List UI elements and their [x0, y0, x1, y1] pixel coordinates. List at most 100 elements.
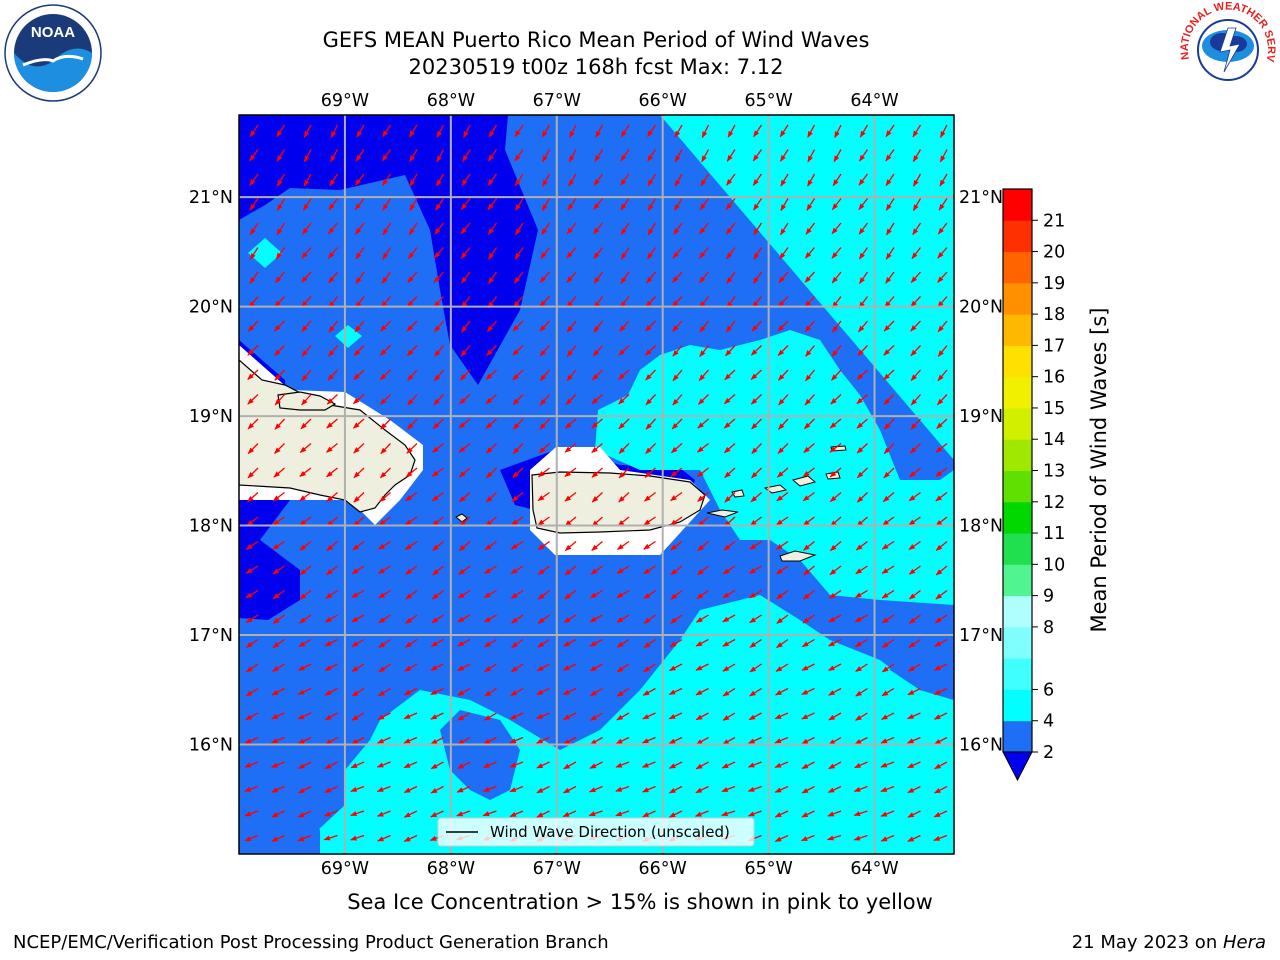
wind-arrow-581: [616, 638, 630, 648]
wind-arrow-786: [323, 834, 338, 841]
wind-arrow-316: [750, 394, 762, 405]
wind-arrow-92: [541, 198, 551, 212]
colorbar-tick-label-17: 21: [1043, 211, 1065, 231]
wind-arrow-273: [327, 369, 338, 381]
wind-arrow-401: [856, 467, 868, 479]
wind-arrow-487: [272, 565, 285, 575]
wind-arrow-130: [831, 222, 842, 235]
wind-arrow-254: [539, 345, 550, 357]
wind-arrow-787: [350, 834, 365, 841]
wind-arrow-318: [804, 394, 815, 406]
colorbar-segment-8: [1003, 470, 1032, 503]
wind-arrow-387: [486, 467, 497, 479]
wind-arrow-18: [727, 124, 736, 138]
wind-arrow-68: [620, 173, 630, 186]
wind-arrow-96: [647, 198, 657, 212]
wind-arrow-477: [723, 540, 736, 551]
wind-arrow-438: [404, 516, 418, 526]
wind-arrow-351: [247, 443, 259, 454]
wind-arrow-364: [591, 443, 603, 454]
wind-arrow-674: [933, 712, 948, 720]
wind-arrow-391: [591, 467, 603, 478]
wind-arrow-235: [751, 320, 762, 332]
wind-arrow-393: [644, 467, 656, 478]
wind-arrow-489: [325, 565, 338, 576]
wind-arrow-784: [271, 834, 285, 843]
wind-arrow-637: [668, 687, 683, 696]
wind-arrow-344: [778, 418, 789, 430]
wind-arrow-291: [805, 369, 815, 382]
wind-arrow-443: [537, 516, 550, 526]
wind-arrow-471: [564, 541, 577, 552]
wind-arrow-484: [908, 540, 921, 551]
wind-arrow-164: [301, 271, 312, 283]
wind-arrow-766: [509, 810, 524, 818]
wind-arrow-283: [592, 369, 603, 381]
wind-arrow-306: [485, 394, 497, 405]
wind-arrow-542: [299, 614, 312, 624]
wind-arrow-658: [509, 712, 524, 720]
island-st-john: [791, 475, 817, 487]
map-legend-label: Wind Wave Direction (unscaled): [490, 823, 730, 841]
wind-arrow-731: [298, 785, 312, 794]
wind-arrow-34: [436, 149, 445, 163]
wind-arrow-605: [536, 663, 550, 672]
wind-arrow-411: [405, 491, 418, 502]
colorbar-tick-label-13: 17: [1043, 336, 1065, 356]
lat-label-left-4: 17°N: [189, 626, 233, 646]
wind-arrow-601: [430, 663, 444, 671]
colorbar-segment-5: [1003, 564, 1032, 597]
wind-arrow-141: [408, 247, 418, 260]
colorbar-segments: [1003, 189, 1032, 753]
lat-label-right-2: 19°N: [959, 407, 1003, 427]
wind-arrow-87: [409, 198, 418, 212]
wind-arrow-262: [750, 345, 762, 356]
wind-arrow-178: [672, 271, 683, 283]
wind-arrow-530: [696, 589, 709, 600]
wind-arrow-458: [935, 516, 948, 527]
wind-arrow-199: [513, 296, 524, 308]
wind-arrow-660: [562, 712, 577, 721]
footer-date: 21 May 2023 on Hera: [1072, 932, 1266, 953]
colorbar-segment-12: [1003, 345, 1032, 378]
wind-arrow-196: [433, 296, 444, 308]
wind-arrow-710: [457, 761, 471, 770]
wind-arrow-144: [488, 247, 498, 260]
wind-arrow-650: [297, 712, 312, 720]
colorbar-tick-label-5: 9: [1043, 587, 1054, 607]
wind-arrow-337: [591, 418, 603, 429]
wind-arrow-284: [618, 369, 630, 380]
wind-arrow-773: [694, 810, 709, 817]
wind-arrow-582: [643, 638, 656, 649]
lon-label-bottom-5: 64°W: [850, 859, 898, 879]
wind-arrow-771: [642, 810, 656, 818]
wind-arrow-691: [668, 736, 683, 745]
wind-arrow-252: [486, 345, 497, 356]
wind-arrow-354: [326, 442, 338, 453]
colorbar-tick-label-16: 20: [1043, 243, 1065, 263]
wind-arrow-649: [271, 712, 285, 720]
wind-arrow-101: [780, 198, 789, 212]
wind-arrow-108: [249, 222, 259, 236]
wind-arrow-172: [513, 271, 524, 284]
wind-arrow-405: [247, 492, 259, 503]
wind-arrow-633: [562, 687, 577, 696]
wind-arrow-118: [515, 222, 524, 236]
wind-arrow-719: [695, 761, 709, 770]
wind-arrow-468: [484, 540, 497, 551]
wind-arrow-403: [909, 467, 921, 478]
wind-arrow-541: [272, 614, 285, 624]
wind-arrow-729: [244, 785, 259, 792]
wind-arrow-176: [620, 271, 630, 285]
wind-arrow-171: [488, 271, 498, 285]
wind-arrow-360: [485, 443, 497, 454]
wind-arrow-611: [695, 663, 709, 671]
wind-arrow-767: [536, 810, 550, 818]
wind-arrow-260: [699, 345, 710, 357]
wind-arrow-368: [696, 442, 709, 453]
wind-arrow-546: [405, 614, 418, 624]
colorbar-tick-label-2: 6: [1043, 680, 1054, 700]
wind-arrow-237: [804, 320, 815, 333]
wind-arrow-586: [749, 638, 762, 648]
colorbar-tick-label-14: 18: [1043, 305, 1065, 325]
